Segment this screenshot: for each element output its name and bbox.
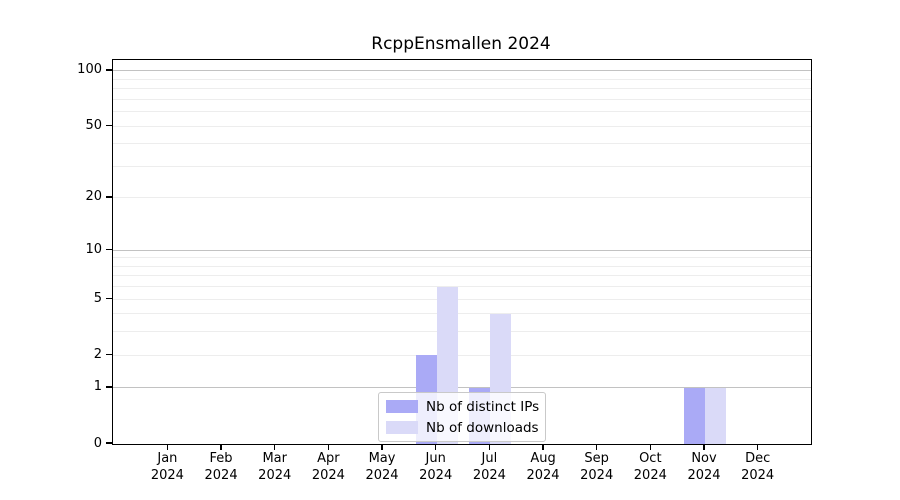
bar-nov-distinct-ips [684,387,705,444]
x-tick [435,444,437,450]
x-tick-label: Jul 2024 [472,451,506,483]
plot-area: Nb of distinct IPs Nb of downloads [112,59,812,445]
x-tick [703,444,705,450]
x-tick [220,444,222,450]
gridline [113,78,811,80]
y-tick [106,386,112,388]
gridline [113,387,811,389]
gridline [113,354,811,356]
gridline [113,98,811,100]
gridline [113,275,811,277]
x-tick [166,444,169,450]
bar-nov-downloads [705,387,726,444]
y-tick-label: 1 [93,379,102,395]
legend-item: Nb of downloads [386,419,539,436]
y-tick [106,196,112,198]
y-tick [106,353,112,355]
x-tick [542,444,544,450]
gridline [113,197,811,199]
gridline [113,111,811,113]
y-tick-label: 0 [93,435,102,451]
y-tick-label: 50 [85,117,102,133]
x-tick-label: Sep 2024 [580,451,614,483]
gridline [113,298,811,300]
x-tick [649,444,652,450]
legend-swatch-icon [386,421,418,434]
y-tick [106,124,112,126]
legend-label: Nb of downloads [426,419,539,436]
x-tick [274,444,276,450]
gridline [113,313,811,315]
gridline [113,70,811,72]
x-tick [381,444,383,450]
legend-label: Nb of distinct IPs [426,398,540,415]
x-tick-label: Jan 2024 [150,451,184,483]
y-tick-label: 100 [77,62,102,78]
legend-item: Nb of distinct IPs [386,398,540,415]
y-tick [106,297,112,299]
gridline [113,331,811,333]
legend-swatch-icon [386,400,418,413]
x-tick [327,444,330,450]
y-tick-label: 20 [85,189,102,205]
x-tick [757,444,759,450]
y-tick-label: 2 [93,346,102,362]
x-tick-label: Mar 2024 [258,451,292,483]
x-tick-label: Jun 2024 [419,451,453,483]
gridline [113,125,811,127]
gridline [113,88,811,90]
gridline [113,165,811,167]
x-tick-label: Apr 2024 [311,451,345,483]
x-tick-label: Feb 2024 [204,451,238,483]
y-tick [106,248,112,250]
y-tick-label: 10 [85,241,102,257]
x-tick [488,444,491,450]
y-tick [106,69,112,71]
x-tick-label: Aug 2024 [526,451,560,483]
legend: Nb of distinct IPs Nb of downloads [378,392,546,442]
x-tick [596,444,598,450]
x-tick-label: Dec 2024 [741,451,775,483]
y-tick-label: 5 [93,290,102,306]
gridline [113,143,811,145]
x-tick-label: Oct 2024 [633,451,667,483]
gridline [113,249,811,251]
gridline [113,257,811,259]
gridline [113,265,811,267]
gridline [113,286,811,288]
x-tick-label: May 2024 [365,451,399,483]
chart-title: RcppEnsmallen 2024 [371,34,551,54]
y-tick [106,442,112,444]
x-tick-label: Nov 2024 [687,451,721,483]
